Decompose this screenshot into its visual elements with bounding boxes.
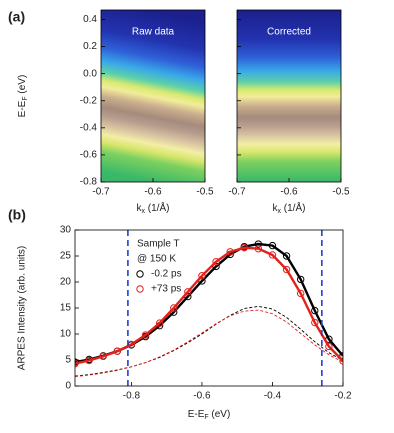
y-tick-label: 0.4 [83, 14, 97, 25]
legend-label: -0.2 ps [151, 269, 182, 280]
legend-title: Sample T [137, 239, 180, 250]
x-tick-label: -0.2 [334, 391, 352, 402]
data-point [155, 319, 164, 327]
plot-area [75, 240, 343, 378]
panel-label: (a) [8, 9, 25, 25]
data-point [254, 240, 263, 248]
y-tick-label: 10 [60, 329, 72, 340]
y-tick-label: 0 [65, 381, 71, 392]
data-point [184, 288, 192, 296]
x-axis-label-part: x [142, 208, 146, 215]
x-axis-label-part: (eV) [209, 409, 231, 420]
data-point [226, 248, 234, 256]
y-axis-label-part: (eV) [17, 75, 28, 97]
data-point [311, 306, 319, 315]
axes-frame [74, 229, 344, 387]
y-axis-label-part: F [22, 96, 29, 100]
x-tick-label: -0.5 [332, 187, 350, 198]
y-axis-label: E-EF (eV) [17, 75, 29, 118]
legend-marker [136, 285, 144, 293]
data-point [141, 331, 150, 339]
data-point [325, 342, 333, 351]
data-point [296, 289, 305, 298]
y-axis-label-part: E-E [17, 100, 28, 117]
x-tick-label: -0.6 [193, 391, 211, 402]
fit-line [75, 242, 343, 364]
x-tick-label: -0.5 [196, 187, 214, 198]
data-point [311, 318, 319, 327]
data-point [282, 265, 291, 274]
y-tick-label: 5 [65, 355, 71, 366]
legend-label: +73 ps [151, 284, 181, 295]
y-tick-label: -0.4 [80, 122, 98, 133]
heatmap-image [101, 10, 205, 182]
data-point [268, 251, 277, 259]
legend-title: @ 150 K [137, 254, 176, 265]
y-tick-label: -0.6 [80, 150, 98, 161]
data-point [99, 352, 107, 361]
data-point [296, 275, 305, 284]
data-point [254, 245, 263, 253]
data-point [282, 252, 291, 260]
x-axis-label-part: k [273, 203, 279, 214]
x-axis-label-part: E-E [188, 409, 205, 420]
fit-line [75, 246, 343, 365]
component-line [75, 309, 343, 378]
y-tick-label: 0.2 [83, 41, 97, 52]
y-tick-label: -0.8 [80, 177, 98, 188]
subplot-title: Corrected [267, 27, 311, 38]
heatmap [101, 10, 205, 182]
legend-marker [136, 270, 144, 278]
y-axis-label: ARPES Intensity (arb. units) [17, 246, 28, 371]
subplot-title: Raw data [132, 27, 175, 38]
x-axis-label: kx (1/Å) [273, 201, 306, 215]
data-point [170, 304, 178, 312]
data-point [85, 356, 93, 365]
x-axis-label-part: F [204, 414, 208, 421]
x-axis-label-part: (1/Å) [281, 201, 305, 214]
data-point [268, 241, 277, 250]
x-tick-label: -0.6 [144, 187, 162, 198]
x-tick-label: -0.4 [264, 391, 282, 402]
y-tick-label: 0.0 [83, 68, 97, 79]
x-axis-label-part: (1/Å) [145, 201, 169, 214]
y-tick-label: 20 [60, 277, 72, 288]
x-tick-label: -0.7 [92, 187, 110, 198]
data-point [113, 347, 122, 355]
y-tick-label: 30 [60, 225, 72, 236]
y-tick-label: -0.2 [80, 95, 98, 106]
x-axis-label: kx (1/Å) [137, 201, 170, 215]
y-tick-label: 15 [60, 303, 72, 314]
x-tick-label: -0.7 [228, 187, 246, 198]
y-tick-label: 25 [60, 251, 72, 262]
component-line [75, 305, 343, 377]
heatmap-image [237, 10, 341, 182]
x-tick-label: -0.6 [280, 187, 298, 198]
heatmap [237, 10, 341, 182]
x-axis-label-part: k [137, 203, 143, 214]
x-axis-label-part: x [278, 208, 282, 215]
x-tick-label: -0.8 [123, 391, 141, 402]
x-axis-label: E-EF (eV) [188, 409, 231, 421]
data-point [240, 243, 248, 252]
data-point [212, 258, 220, 266]
data-point [198, 272, 206, 280]
panel-label: (b) [8, 207, 26, 223]
